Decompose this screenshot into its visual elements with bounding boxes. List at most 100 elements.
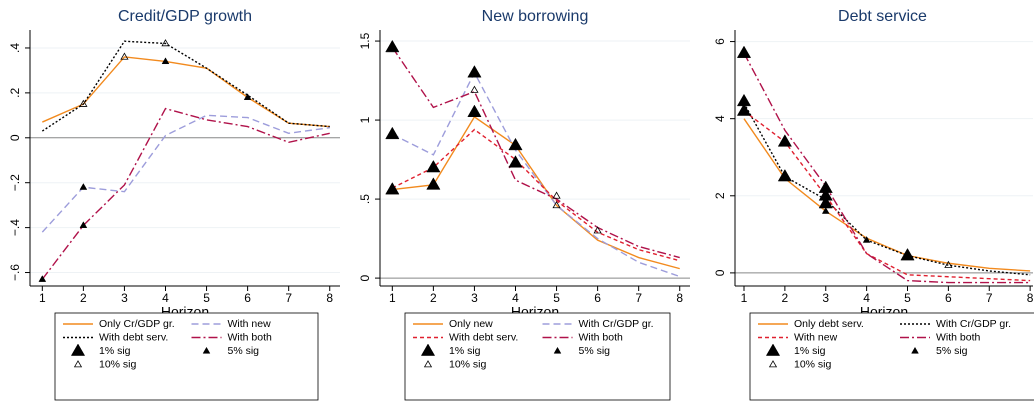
legend-label: 5% sig (936, 345, 968, 357)
sig-marker (593, 226, 602, 234)
y-tick-label: 0 (8, 134, 22, 141)
x-tick-label: 6 (594, 291, 601, 305)
legend-label: With debt serv. (99, 331, 168, 343)
sig-marker (944, 260, 953, 268)
y-tick-label: 6 (713, 38, 727, 45)
x-tick-label: 3 (822, 291, 829, 305)
chart-title: Debt service (838, 8, 927, 25)
x-tick-label: 4 (162, 291, 169, 305)
sig-marker (862, 236, 871, 243)
legend-label: 10% sig (99, 358, 137, 370)
legend-box (404, 312, 671, 401)
sig-marker (79, 99, 88, 107)
series-line (41, 114, 330, 233)
y-tick-label: 0 (358, 274, 372, 281)
sig-marker (426, 177, 441, 190)
sig-marker (777, 134, 792, 147)
legend-swatch (70, 343, 86, 356)
series-line (392, 128, 680, 262)
sig-marker (120, 52, 129, 60)
legend-label: 5% sig (228, 345, 260, 357)
legend-label: With Cr/GDP gr. (936, 318, 1011, 330)
sig-marker (552, 191, 561, 199)
legend-swatch (768, 360, 778, 368)
sig-marker (426, 159, 441, 173)
sig-marker (38, 275, 47, 282)
x-tick-label: 2 (80, 291, 87, 305)
panel: Credit/GDP growth−.6−.4−.20.2.41 2 3 4 5 6 7 8H… (8, 8, 340, 401)
x-tick-label: 7 (285, 291, 292, 305)
y-tick-label: −.2 (8, 174, 22, 191)
chart-title: Credit/GDP growth (118, 8, 252, 25)
legend-label: 1% sig (794, 345, 826, 357)
series-line (41, 107, 330, 280)
legend-box (749, 312, 1034, 401)
x-tick-label: 8 (1027, 291, 1034, 305)
sig-marker (467, 104, 482, 117)
x-tick-label: 5 (203, 291, 210, 305)
legend-label: With new (794, 331, 838, 343)
x-tick-label: 4 (512, 291, 519, 305)
x-tick-label: 4 (863, 291, 870, 305)
series-line (392, 115, 680, 270)
legend-swatch (765, 343, 781, 356)
legend-label: With Cr/GDP gr. (579, 318, 654, 330)
y-tick-label: .4 (8, 43, 22, 53)
sig-marker (736, 45, 752, 58)
sig-marker (821, 207, 830, 214)
legend-swatch (202, 346, 211, 354)
sig-marker (385, 182, 400, 195)
y-tick-label: 1 (358, 116, 372, 123)
x-tick-label: 1 (39, 291, 46, 305)
sig-marker (385, 39, 400, 53)
y-tick-label: 2 (713, 192, 727, 199)
series-line (743, 52, 1031, 284)
legend-label: With debt serv. (449, 331, 518, 343)
sig-marker (900, 248, 915, 261)
legend-box (54, 312, 319, 401)
y-tick-label: 0 (713, 269, 727, 276)
series-line (392, 71, 680, 278)
legend: Only Cr/GDP gr. With new With debt serv. Wi… (54, 312, 319, 401)
sig-marker (470, 85, 479, 93)
legend-label: With both (579, 331, 624, 343)
x-tick-label: 2 (782, 291, 789, 305)
y-tick-label: .2 (8, 88, 22, 98)
x-tick-label: 5 (904, 291, 911, 305)
sig-marker (508, 155, 523, 168)
sig-marker (777, 169, 792, 182)
x-tick-label: 6 (945, 291, 952, 305)
x-tick-label: 2 (430, 291, 437, 305)
x-tick-label: 8 (326, 291, 333, 305)
sig-marker (552, 201, 561, 209)
x-tick-label: 1 (741, 291, 748, 305)
y-tick-label: .5 (358, 194, 372, 204)
series-line (743, 102, 1031, 276)
legend-label: With new (228, 318, 272, 330)
legend: Only debt serv. With Cr/GDP gr. With new Wi… (749, 312, 1034, 401)
series-line (743, 118, 1031, 272)
x-tick-label: 3 (121, 291, 128, 305)
legend-label: With both (228, 331, 273, 343)
legend-label: 5% sig (579, 345, 611, 357)
y-tick-label: −.4 (8, 219, 22, 236)
legend-swatch (911, 346, 919, 354)
x-tick-label: 8 (676, 291, 683, 305)
sig-marker (161, 39, 170, 47)
legend-label: 1% sig (449, 345, 481, 357)
legend-label: Only Cr/GDP gr. (99, 318, 175, 330)
legend-swatch (423, 360, 433, 368)
series-line (743, 110, 1031, 282)
series-line (42, 56, 330, 128)
series-line (391, 46, 680, 259)
legend-label: 10% sig (449, 358, 487, 370)
y-tick-label: 1.5 (358, 32, 372, 49)
x-tick-label: 7 (635, 291, 642, 305)
x-tick-label: 3 (471, 291, 478, 305)
legend: Only new With Cr/GDP gr. With debt serv. Wi… (404, 312, 671, 401)
legend-label: Only new (449, 318, 493, 330)
legend-swatch (553, 346, 562, 354)
